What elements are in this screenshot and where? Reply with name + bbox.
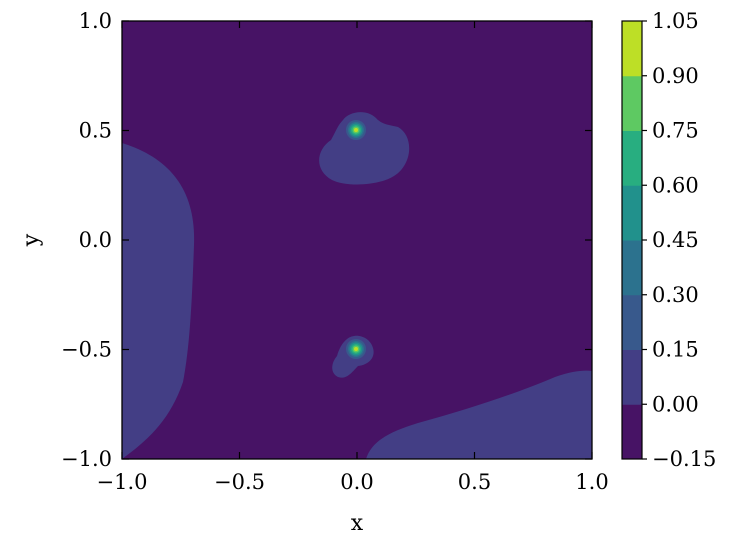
colorbar-tick-label: 0.75 <box>652 119 699 143</box>
colorbar-band <box>622 130 642 186</box>
y-tick-label: −1.0 <box>61 447 112 471</box>
x-tick-label: −1.0 <box>97 470 148 494</box>
colorbar-band <box>622 294 642 350</box>
colorbar-band <box>622 349 642 405</box>
lower-peak <box>346 339 366 359</box>
y-axis-label: y <box>19 233 44 247</box>
colorbar-tick-label: 0.45 <box>652 228 699 252</box>
plot-area <box>122 21 592 459</box>
x-axis-label: x <box>351 511 364 536</box>
x-tick-label: 1.0 <box>575 470 608 494</box>
y-tick-label: 0.0 <box>79 228 112 252</box>
y-tick-label: −0.5 <box>61 338 112 362</box>
colorbar: −0.15 0.00 0.15 0.30 0.45 0.60 0.75 0.90 1.05 <box>621 9 716 471</box>
left-edge-region <box>122 143 195 459</box>
x-tick-label: 0.0 <box>340 470 373 494</box>
colorbar-tick-label: 1.05 <box>652 9 699 33</box>
bottom-right-region <box>366 370 592 459</box>
colorbar-band <box>622 21 642 77</box>
colorbar-tick-label: 0.00 <box>652 392 699 416</box>
colorbar-tick-label: −0.15 <box>652 447 716 471</box>
colorbar-tick-label: 0.30 <box>652 283 699 307</box>
colorbar-band <box>622 404 642 460</box>
y-tick-label: 0.5 <box>79 119 112 143</box>
y-tick-label: 1.0 <box>79 9 112 33</box>
colorbar-tick-label: 0.90 <box>652 64 699 88</box>
y-axis: −1.0 −0.5 0.0 0.5 1.0 <box>61 9 592 471</box>
x-tick-label: 0.5 <box>458 470 491 494</box>
colorbar-band <box>622 75 642 131</box>
upper-peak <box>346 120 366 140</box>
colorbar-band <box>622 185 642 241</box>
upper-peak-region <box>319 112 410 185</box>
x-tick-label: −0.5 <box>214 470 265 494</box>
colorbar-band <box>622 240 642 296</box>
background-level-band <box>122 21 592 459</box>
x-axis: −1.0 −0.5 0.0 0.5 1.0 <box>97 21 609 494</box>
colorbar-tick-label: 0.15 <box>652 338 699 362</box>
colorbar-tick-label: 0.60 <box>652 173 699 197</box>
